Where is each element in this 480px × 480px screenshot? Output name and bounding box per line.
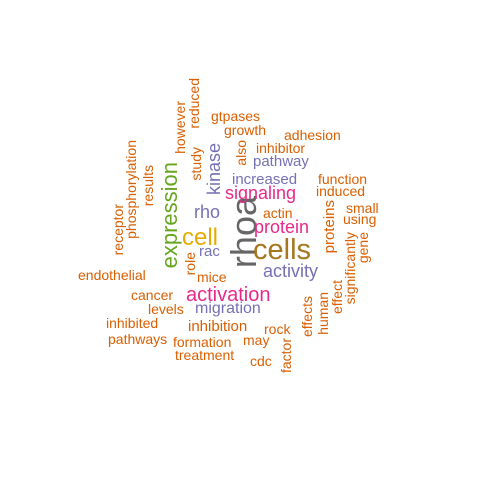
word-treatment: treatment <box>175 347 235 363</box>
word-pathway: pathway <box>253 153 309 170</box>
word-rock: rock <box>264 321 291 337</box>
word-adhesion: adhesion <box>284 127 341 143</box>
word-inhibition: inhibition <box>188 318 248 335</box>
word-activation: activation <box>186 284 271 306</box>
word-rac: rac <box>199 243 220 260</box>
word-growth: growth <box>224 122 267 138</box>
word-human: human <box>315 292 331 335</box>
word-cells: cells <box>253 234 312 266</box>
word-signaling: signaling <box>225 183 297 203</box>
word-endothelial: endothelial <box>78 267 146 283</box>
word-significantly: significantly <box>342 232 358 305</box>
word-reduced: reduced <box>186 78 202 129</box>
word-may: may <box>243 332 270 348</box>
word-mice: mice <box>197 269 227 285</box>
word-rho: rho <box>194 202 221 222</box>
word-induced: induced <box>316 183 366 199</box>
word-study: study <box>188 147 204 181</box>
word-migration: migration <box>195 300 261 317</box>
word-increased: increased <box>232 171 298 188</box>
word-activity: activity <box>263 261 319 281</box>
word-function: function <box>318 171 368 187</box>
word-gene: gene <box>355 232 371 264</box>
word-formation: formation <box>173 334 232 350</box>
word-phosphorylation: phosphorylation <box>123 140 139 239</box>
word-role: role <box>182 252 198 276</box>
word-results: results <box>140 165 156 207</box>
word-effects: effects <box>299 296 315 337</box>
word-cell: cell <box>182 224 219 251</box>
word-gtpases: gtpases <box>211 108 261 124</box>
word-inhibited: inhibited <box>106 315 159 331</box>
word-actin: actin <box>263 205 293 221</box>
word-small: small <box>346 200 379 216</box>
word-kinase: kinase <box>204 143 224 196</box>
word-effect: effect <box>329 280 345 314</box>
word-levels: levels <box>148 301 184 317</box>
word-however: however <box>172 101 188 154</box>
word-protein: protein <box>254 217 310 237</box>
word-also: also <box>233 140 249 166</box>
word-using: using <box>343 211 377 227</box>
word-inhibitor: inhibitor <box>256 140 306 156</box>
word-expression: expression <box>157 162 182 269</box>
word-cdc: cdc <box>250 353 272 369</box>
word-proteins: proteins <box>321 200 338 254</box>
word-receptor: receptor <box>110 204 126 256</box>
word-cancer: cancer <box>131 287 174 303</box>
word-pathways: pathways <box>108 331 168 347</box>
word-factor: factor <box>278 338 294 374</box>
